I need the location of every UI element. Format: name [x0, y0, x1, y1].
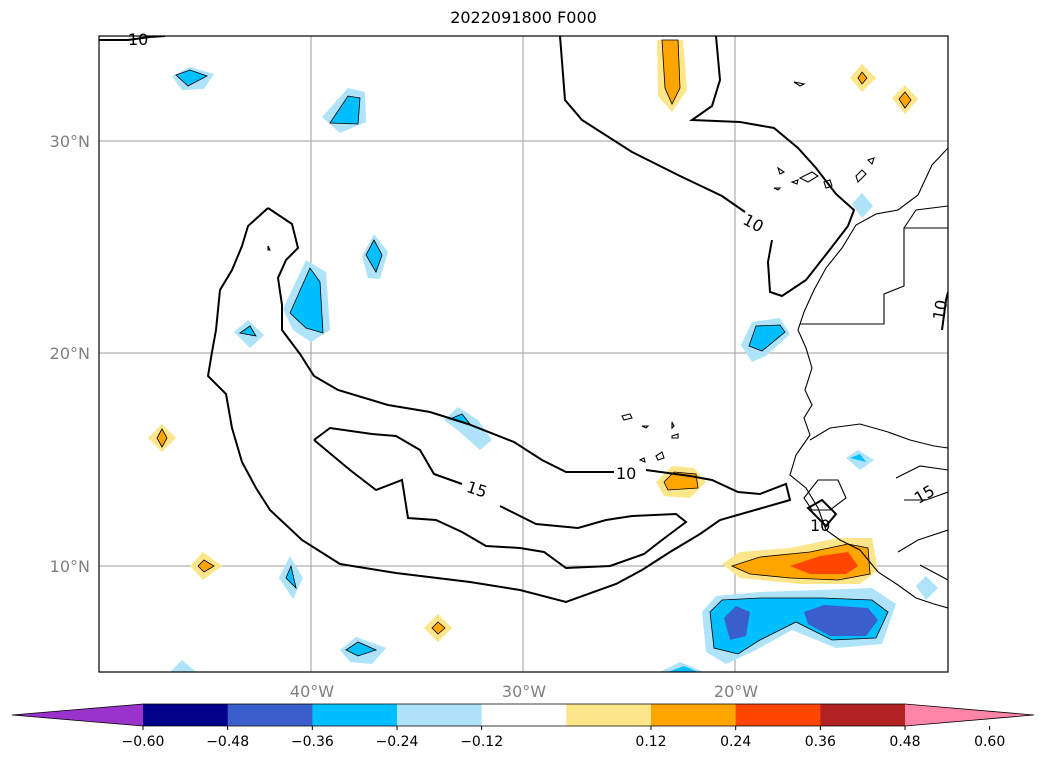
- contour-label: 10: [810, 516, 830, 535]
- neg-blob-core: [450, 414, 470, 424]
- colorbar-tick-label: 0.24: [720, 734, 751, 750]
- colorbar-tick-label: 0.12: [635, 734, 666, 750]
- colorbar-segment: [566, 704, 652, 726]
- contour-15-a: [313, 426, 463, 485]
- colorbar-tick-labels: −0.60 −0.48 −0.36 −0.24 −0.12 0.12 0.24 0.36 0.4…: [122, 734, 1006, 750]
- lat-label-20n: 20°N: [50, 344, 90, 363]
- coastlines: [267, 81, 948, 609]
- colorbar-segment: [227, 704, 313, 726]
- contour-lines: [99, 36, 948, 604]
- neg-blob-core: [330, 96, 360, 124]
- gridlines: [99, 36, 948, 672]
- neg-blob-core: [749, 325, 785, 351]
- lat-label-30n: 30°N: [50, 132, 90, 151]
- neg-blob-strong: [724, 606, 750, 640]
- colorbar-tick-label: 0.60: [974, 734, 1005, 750]
- neg-blob-strong: [804, 605, 878, 636]
- lon-label-20w: 20°W: [714, 682, 758, 701]
- colorbar-tick-label: −0.60: [122, 734, 165, 750]
- colorbar-segment: [481, 704, 567, 726]
- contour-15-small: [806, 498, 838, 528]
- contour-label: 10: [929, 298, 951, 321]
- neg-blob-core: [286, 566, 296, 588]
- colorbar-tick-label: −0.36: [291, 734, 334, 750]
- pos-blob-core: [662, 40, 680, 104]
- lon-label-30w: 30°W: [502, 682, 546, 701]
- lat-label-10n: 10°N: [50, 557, 90, 576]
- colorbar-extend-low: [12, 704, 143, 726]
- colorbar-extend-high: [905, 704, 1034, 726]
- colorbar-segment: [651, 704, 737, 726]
- contour-label: 10: [616, 464, 636, 483]
- contour-10-east: [941, 291, 948, 331]
- neg-blob: [170, 660, 196, 672]
- colorbar-segment: [397, 704, 483, 726]
- lon-label-40w: 40°W: [290, 682, 334, 701]
- colorbar-segment: [312, 704, 398, 726]
- contour-10-main-a: [267, 207, 614, 473]
- colorbar-tick-label: 0.36: [805, 734, 836, 750]
- colorbar-tick-label: −0.12: [460, 734, 503, 750]
- neg-blob-core: [668, 666, 698, 672]
- neg-blob: [852, 193, 873, 218]
- neg-blob-core: [850, 454, 866, 462]
- colorbar-tick-label: −0.48: [206, 734, 249, 750]
- contour-10-north-b: [689, 36, 856, 298]
- axis-labels: 30°N 20°N 10°N 40°W 30°W 20°W: [50, 132, 759, 701]
- colorbar-segment: [820, 704, 906, 726]
- pos-blob-strong: [790, 552, 858, 574]
- contour-label: 10: [128, 30, 148, 49]
- contour-10-main-b: [206, 207, 792, 604]
- neg-blob: [916, 576, 938, 600]
- contour-15-b: [313, 439, 688, 570]
- pos-blob-core: [198, 560, 214, 572]
- map-frame: [98, 35, 949, 673]
- neg-blob-core: [290, 268, 323, 333]
- colorbar-tick-label: −0.24: [376, 734, 419, 750]
- contour-10-north-a: [559, 36, 746, 213]
- colorbar-segment: [143, 704, 229, 726]
- colorbar: [11, 703, 1035, 730]
- colorbar-segment: [735, 704, 821, 726]
- colorbar-tick-label: 0.48: [889, 734, 920, 750]
- map-title: 2022091800 F000: [450, 8, 597, 27]
- anomaly-outlines: [156, 39, 912, 657]
